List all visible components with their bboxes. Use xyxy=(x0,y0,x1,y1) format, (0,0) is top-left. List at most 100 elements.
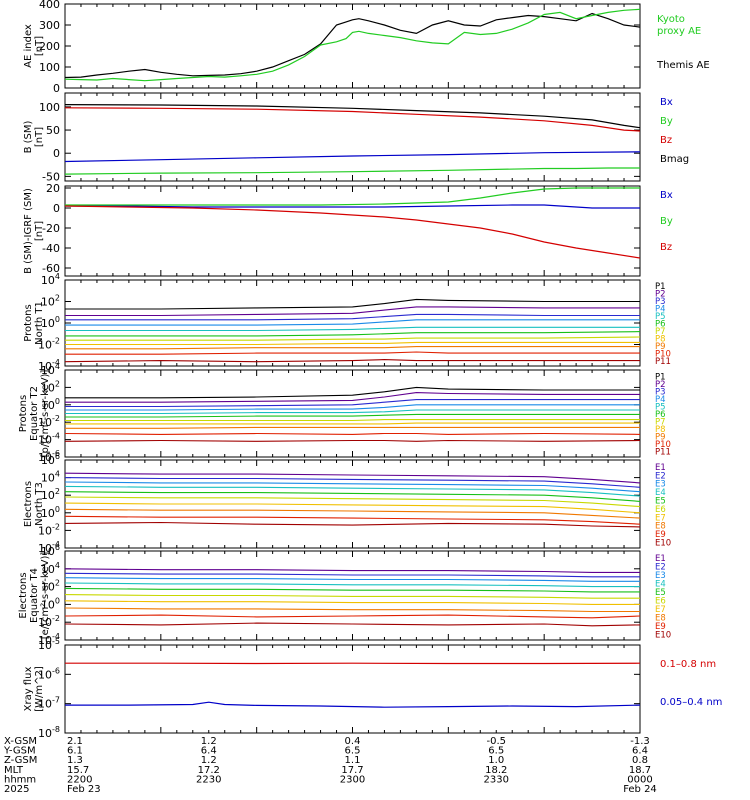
series-line-kyoto-proxy-ae xyxy=(65,8,640,82)
panel-frame xyxy=(64,92,641,182)
legend-p11: P11 xyxy=(655,357,671,367)
y-tick-label: 10-7 xyxy=(38,696,60,711)
y-tick-label: 102 xyxy=(41,579,60,594)
y-tick-label: 102 xyxy=(41,487,60,502)
legend-e7: E7 xyxy=(655,605,666,615)
y-tick-label: 100 xyxy=(39,61,60,74)
legend-entry: Bx xyxy=(660,190,673,201)
y-tick-label: 104 xyxy=(41,470,60,485)
series-line-bz xyxy=(65,107,640,132)
y-tick-label: -40 xyxy=(42,242,60,255)
ephemeris-value: 15.7 xyxy=(67,765,89,776)
y-axis-label: [nT] xyxy=(34,221,45,241)
y-tick-label: 10-8 xyxy=(38,725,60,740)
ephemeris-value: 1.1 xyxy=(345,755,361,766)
channel-line-p7 xyxy=(65,419,640,422)
channel-line-p1 xyxy=(65,386,640,399)
legend-entry: Kyoto xyxy=(657,14,685,25)
channel-line-p4 xyxy=(65,319,640,326)
channel-line-p8 xyxy=(65,341,640,346)
channel-line-e7 xyxy=(65,600,640,605)
y-tick-label: 100 xyxy=(41,315,60,330)
legend-entry: Bz xyxy=(660,242,672,253)
channel-line-e8 xyxy=(65,607,640,613)
legend-p2: P2 xyxy=(655,290,666,300)
y-tick-label: 102 xyxy=(41,294,60,309)
y-tick-label: 10-6 xyxy=(38,449,60,464)
legend-p9: P9 xyxy=(655,342,666,352)
ephemeris-value: 1.2 xyxy=(201,755,217,766)
panel-pn: 10-4 10-2 100 102 104 Protons North T1 P1P2P3P4… xyxy=(23,272,671,373)
ephemeris-value: 17.2 xyxy=(198,765,220,776)
legend-entry: Bz xyxy=(660,135,672,146)
legend-p7: P7 xyxy=(655,327,666,337)
y-axis-label: AE index xyxy=(23,24,34,68)
y-tick-label: 0 xyxy=(53,202,60,215)
series-line-themis-ae xyxy=(65,12,640,79)
series-group xyxy=(65,386,640,442)
y-axis-label: Protons xyxy=(18,395,29,432)
panel-pe: 10-6 10-4 10-2 100 102 104 Protons Equator T2 [p… xyxy=(18,362,671,464)
series-group xyxy=(65,662,640,708)
legend-e1: E1 xyxy=(655,463,666,473)
channel-line-p1 xyxy=(65,298,640,310)
legend-e4: E4 xyxy=(655,488,666,498)
legend-entry: 0.05–0.4 nm xyxy=(660,697,722,708)
channel-line-e5 xyxy=(65,587,640,593)
series-group xyxy=(65,568,640,627)
legend-p9: P9 xyxy=(655,433,666,443)
y-tick-label: 104 xyxy=(41,561,60,576)
ephemeris-value: 2330 xyxy=(484,774,509,785)
ephemeris-row-label: Z-GSM xyxy=(4,755,37,766)
y-axis-label: Electrons xyxy=(23,481,34,527)
y-tick-label: 50 xyxy=(46,124,60,137)
legend-e6: E6 xyxy=(655,505,666,515)
ephemeris-value: Feb 24 xyxy=(623,784,657,795)
y-tick-label: 102 xyxy=(41,379,60,394)
channel-line-e4 xyxy=(65,582,640,588)
y-tick-label: 104 xyxy=(41,272,60,287)
y-axis-label: North T3 xyxy=(34,482,45,526)
y-tick-label: 20 xyxy=(46,182,60,195)
channel-line-p9 xyxy=(65,426,640,429)
y-tick-label: -50 xyxy=(42,170,60,183)
channel-line-p10 xyxy=(65,432,640,435)
y-tick-label: 0 xyxy=(53,147,60,160)
channel-line-e10 xyxy=(65,622,640,627)
series-group xyxy=(65,472,640,528)
channel-line-e5 xyxy=(65,491,640,502)
legend-e10: E10 xyxy=(655,538,671,548)
y-tick-label: 100 xyxy=(41,505,60,520)
channel-line-e1 xyxy=(65,568,640,573)
ephemeris-value: 2230 xyxy=(196,774,221,785)
y-axis-label: [nT] xyxy=(34,36,45,56)
y-axis-label: Equator T2 xyxy=(29,386,40,441)
channel-line-e8 xyxy=(65,508,640,519)
channel-line-e3 xyxy=(65,577,640,582)
channel-line-e2 xyxy=(65,572,640,578)
panel-frame xyxy=(64,644,641,734)
channel-line-p10 xyxy=(65,351,640,355)
y-tick-label: 106 xyxy=(41,452,60,467)
y-axis-label: Electrons xyxy=(18,572,29,618)
y-tick-label: 104 xyxy=(41,362,60,377)
channel-line-e9 xyxy=(65,515,640,525)
y-tick-label: 10-5 xyxy=(38,637,60,652)
ephemeris-row-label: hhmm xyxy=(4,774,36,785)
legend-p4: P4 xyxy=(655,305,666,315)
channel-line-e6 xyxy=(65,594,640,599)
y-tick-label: 100 xyxy=(41,397,60,412)
y-tick-label: 400 xyxy=(39,0,60,11)
y-tick-label: 0 xyxy=(53,82,60,95)
series-line-0-05-0-4-nm xyxy=(65,701,640,708)
channel-line-p2 xyxy=(65,392,640,403)
ephemeris-value: 1.0 xyxy=(488,755,504,766)
panel-frame xyxy=(64,185,641,277)
ephemeris-value: 17.7 xyxy=(341,765,363,776)
panel-bigrf: 20 0 -20 -40 -60 B (SM)-IGRF (SM) [nT] Bx By Bz xyxy=(23,182,673,277)
ephemeris-table: X-GSMY-GSMZ-GSMMLThhmm20252.16.11.315.72… xyxy=(3,736,657,795)
ephemeris-value: 6.5 xyxy=(345,746,361,757)
y-axis-label: Protons xyxy=(23,304,34,341)
legend-entry: Bmag xyxy=(660,154,689,165)
